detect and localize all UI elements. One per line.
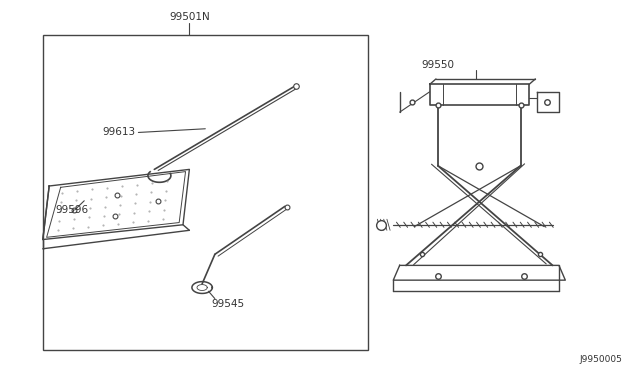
Text: 99545: 99545 bbox=[211, 299, 244, 309]
Text: 99596: 99596 bbox=[56, 205, 89, 215]
Text: 99501N: 99501N bbox=[169, 12, 210, 22]
Text: 99550: 99550 bbox=[421, 60, 454, 70]
Text: J9950005: J9950005 bbox=[580, 355, 623, 364]
Text: 99613: 99613 bbox=[102, 128, 135, 138]
